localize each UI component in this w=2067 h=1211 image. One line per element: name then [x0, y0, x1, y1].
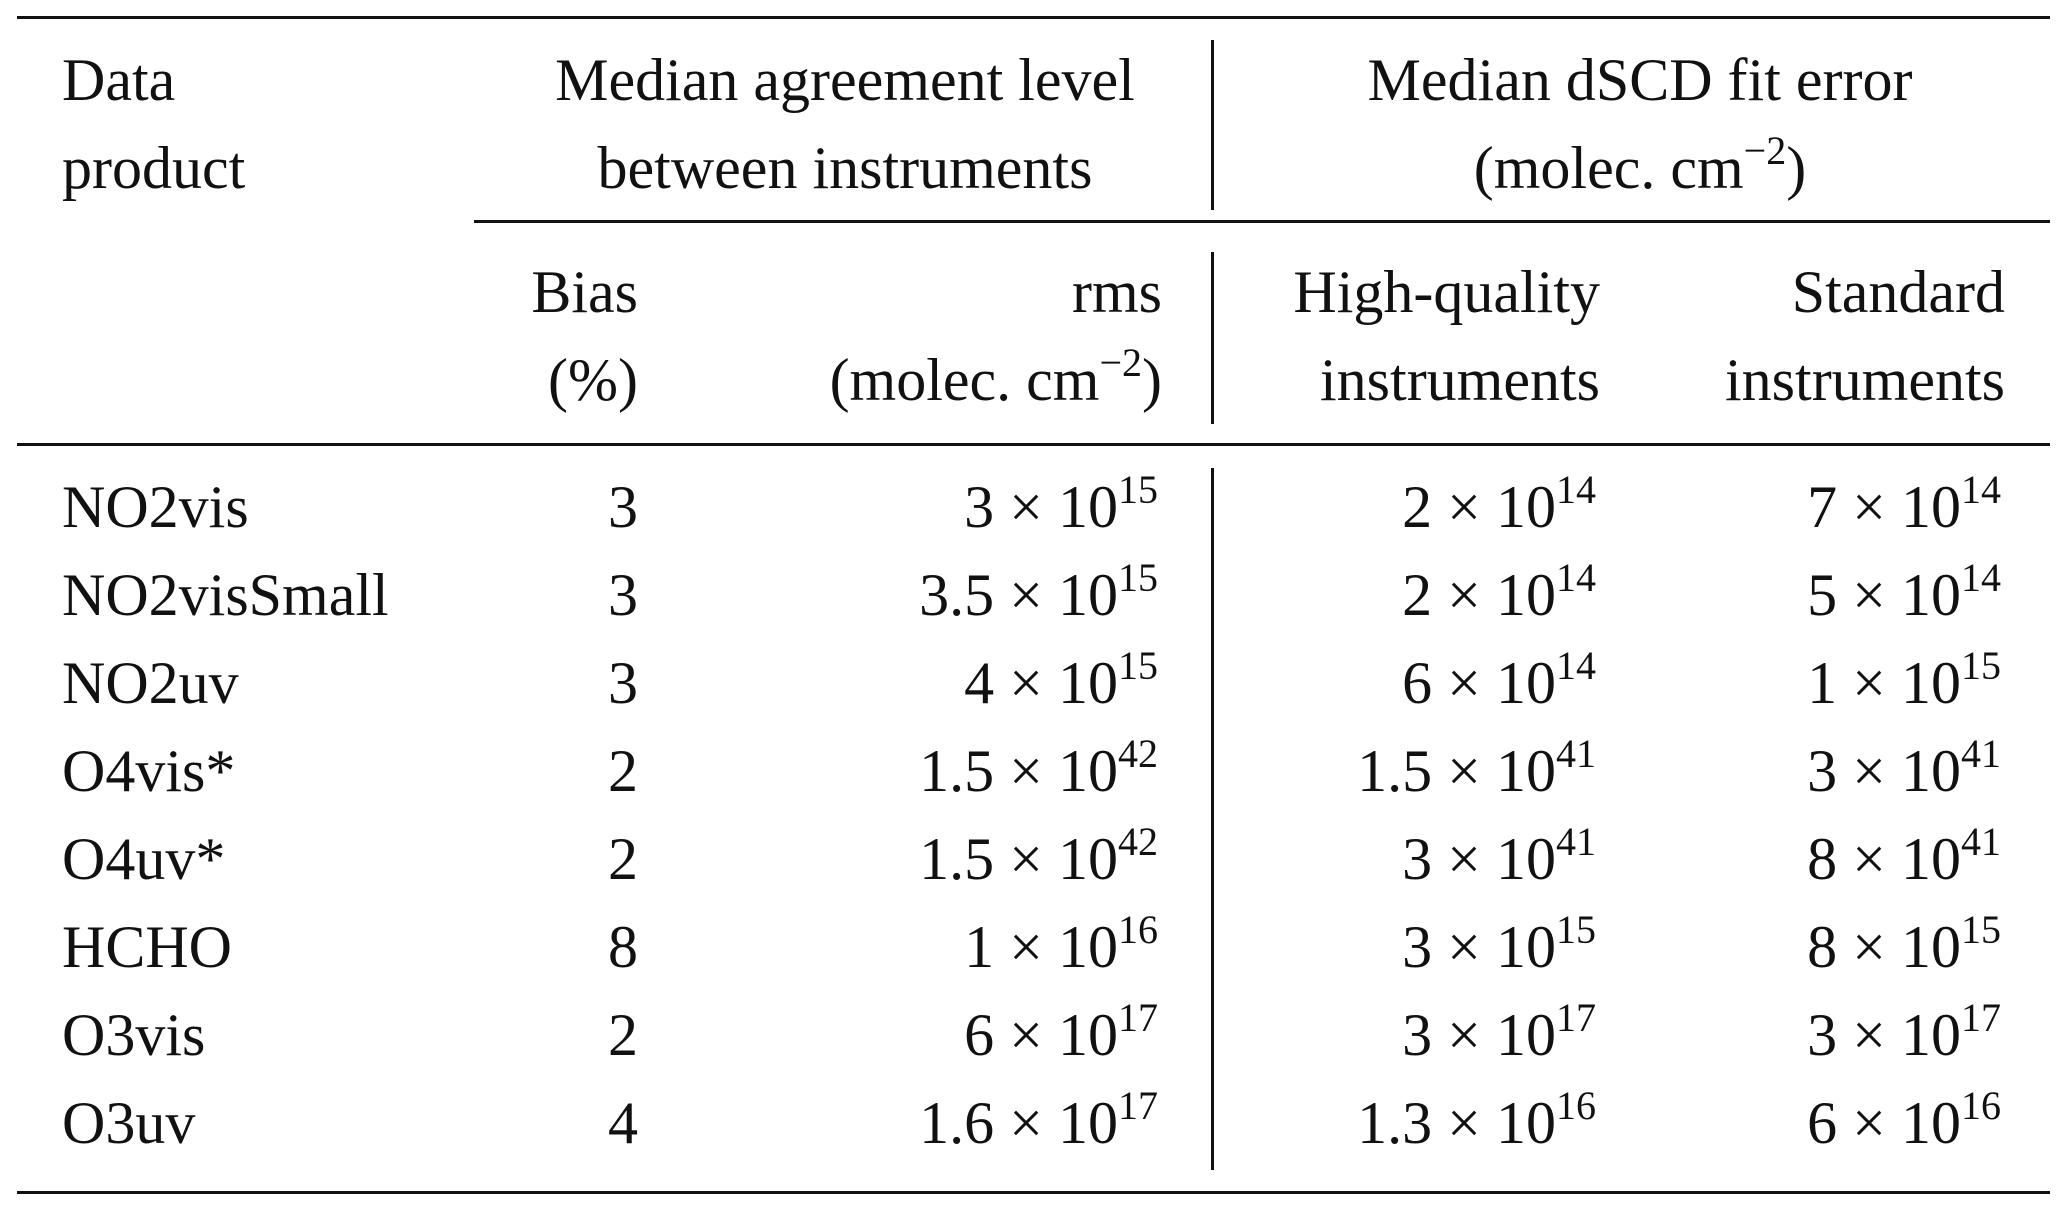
cell-data-product: O4uv* — [62, 826, 226, 892]
header-bottom-rule — [17, 443, 2050, 446]
cell-data-product: HCHO — [62, 914, 233, 980]
cell-standard: 7 × 1014 — [1807, 467, 2001, 541]
cell-standard: 3 × 1041 — [1807, 731, 2001, 805]
header-sub-rule — [474, 220, 2050, 223]
cell-data-product: NO2vis — [62, 474, 249, 540]
cell-standard: 8 × 1041 — [1807, 819, 2001, 893]
column-divider — [1211, 252, 1214, 424]
column-divider — [1211, 468, 1214, 1170]
bottom-rule — [17, 1191, 2050, 1194]
cell-high-quality: 3 × 1015 — [1402, 907, 1596, 981]
header-agreement: Median agreement level between instrumen… — [555, 47, 1135, 201]
cell-bias: 2 — [608, 826, 638, 892]
header-fit-error: Median dSCD fit error (molec. cm−2) — [1367, 47, 1913, 201]
cell-data-product: O3uv — [62, 1090, 196, 1156]
cell-rms: 1.5 × 1042 — [919, 731, 1158, 805]
cell-data-product: NO2uv — [62, 650, 239, 716]
cell-standard: 1 × 1015 — [1807, 643, 2001, 717]
column-divider — [1211, 40, 1214, 210]
cell-standard: 5 × 1014 — [1807, 555, 2001, 629]
cell-rms: 6 × 1017 — [964, 995, 1158, 1069]
table-row: NO2uv 3 4 × 1015 6 × 1014 1 × 1015 — [0, 639, 2067, 727]
cell-rms: 3.5 × 1015 — [919, 555, 1158, 629]
cell-rms: 1.6 × 1017 — [919, 1083, 1158, 1157]
table-row: NO2vis 3 3 × 1015 2 × 1014 7 × 1014 — [0, 463, 2067, 551]
cell-bias: 3 — [608, 562, 638, 628]
cell-high-quality: 3 × 1017 — [1402, 995, 1596, 1069]
cell-standard: 8 × 1015 — [1807, 907, 2001, 981]
cell-data-product: NO2visSmall — [62, 562, 389, 628]
cell-data-product: O3vis — [62, 1002, 206, 1068]
header-standard: Standard instruments — [1725, 259, 2005, 413]
cell-standard: 3 × 1017 — [1807, 995, 2001, 1069]
top-rule — [17, 16, 2050, 19]
cell-high-quality: 1.5 × 1041 — [1357, 731, 1596, 805]
cell-rms: 3 × 1015 — [964, 467, 1158, 541]
table-row: O4uv* 2 1.5 × 1042 3 × 1041 8 × 1041 — [0, 815, 2067, 903]
cell-rms: 4 × 1015 — [964, 643, 1158, 717]
table-row: O3vis 2 6 × 1017 3 × 1017 3 × 1017 — [0, 991, 2067, 1079]
header-high-quality: High-quality instruments — [1293, 259, 1600, 413]
header-bias: Bias (%) — [531, 259, 638, 413]
header-rms: rms (molec. cm−2) — [829, 259, 1162, 413]
cell-high-quality: 2 × 1014 — [1402, 555, 1596, 629]
cell-data-product: O4vis* — [62, 738, 236, 804]
table-row: HCHO 8 1 × 1016 3 × 1015 8 × 1015 — [0, 903, 2067, 991]
table-body: NO2vis 3 3 × 1015 2 × 1014 7 × 1014 NO2v… — [0, 463, 2067, 1167]
cell-rms: 1.5 × 1042 — [919, 819, 1158, 893]
cell-bias: 2 — [608, 738, 638, 804]
cell-bias: 8 — [608, 914, 638, 980]
table-row: O4vis* 2 1.5 × 1042 1.5 × 1041 3 × 1041 — [0, 727, 2067, 815]
cell-high-quality: 2 × 1014 — [1402, 467, 1596, 541]
cell-high-quality: 3 × 1041 — [1402, 819, 1596, 893]
cell-bias: 2 — [608, 1002, 638, 1068]
table-row: O3uv 4 1.6 × 1017 1.3 × 1016 6 × 1016 — [0, 1079, 2067, 1167]
cell-bias: 3 — [608, 474, 638, 540]
table-row: NO2visSmall 3 3.5 × 1015 2 × 1014 5 × 10… — [0, 551, 2067, 639]
cell-high-quality: 6 × 1014 — [1402, 643, 1596, 717]
header-data-product: Data product — [62, 47, 246, 201]
cell-rms: 1 × 1016 — [964, 907, 1158, 981]
cell-high-quality: 1.3 × 1016 — [1357, 1083, 1596, 1157]
cell-standard: 6 × 1016 — [1807, 1083, 2001, 1157]
cell-bias: 3 — [608, 650, 638, 716]
cell-bias: 4 — [608, 1090, 638, 1156]
